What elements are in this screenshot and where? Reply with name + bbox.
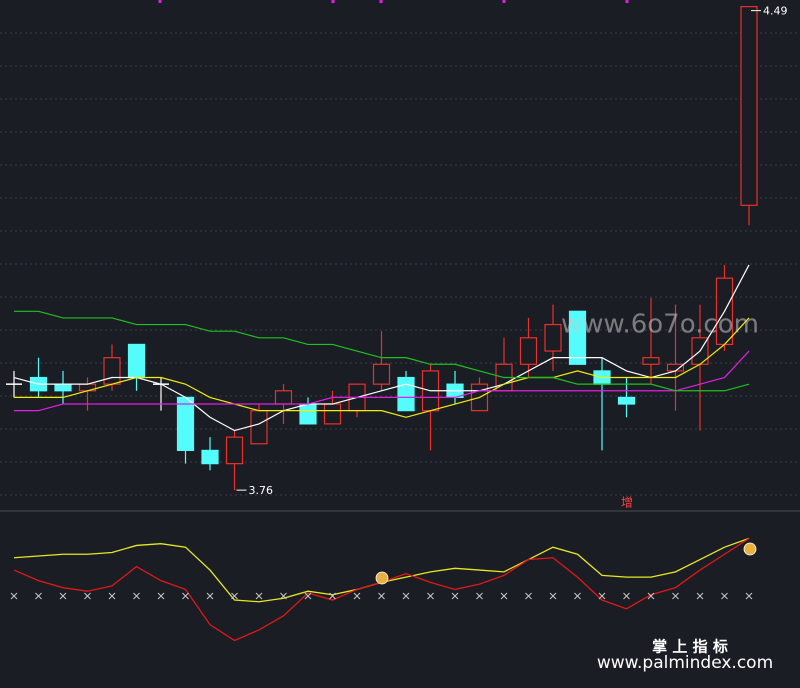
marker-dot	[502, 0, 506, 3]
candle-body	[372, 363, 391, 385]
candle-body	[519, 337, 538, 365]
x-marker	[402, 592, 410, 600]
x-marker	[549, 592, 557, 600]
x-marker	[329, 592, 336, 600]
x-marker	[304, 592, 312, 600]
marker-dot	[625, 0, 629, 3]
x-marker	[35, 592, 42, 600]
money-icon	[743, 542, 757, 556]
x-marker	[10, 592, 18, 600]
min-label: 3.76	[249, 484, 274, 497]
x-marker	[108, 592, 116, 600]
candle-body	[225, 436, 244, 465]
candle-body	[127, 343, 146, 379]
marker-dot	[158, 0, 162, 3]
candle-body	[323, 403, 342, 425]
brand-url: www.palmindex.com	[597, 653, 773, 673]
grid	[0, 32, 800, 496]
money-icon	[375, 571, 389, 585]
candle-body	[397, 376, 415, 412]
x-marker	[84, 592, 91, 600]
watermark: www.6o7o.com	[561, 310, 759, 340]
x-marker	[672, 592, 679, 600]
x-marker	[500, 592, 508, 600]
x-marker	[647, 592, 655, 600]
marker-dot	[331, 0, 335, 3]
candle-body	[544, 323, 562, 352]
candle-body	[176, 396, 195, 451]
x-marker	[721, 592, 728, 600]
x-marker	[427, 592, 434, 600]
candle-body	[617, 396, 636, 405]
x-marker	[525, 592, 532, 600]
candle-body	[274, 390, 293, 405]
max-label: 4.49	[763, 5, 788, 18]
marker-dot	[379, 0, 383, 3]
ma-line	[14, 317, 750, 418]
x-marker	[476, 592, 483, 600]
candle-body	[740, 6, 758, 206]
x-marker	[353, 592, 361, 600]
candle-body	[642, 357, 660, 365]
annotation: 增	[621, 496, 633, 510]
x-marker	[157, 592, 165, 600]
x-marker	[255, 592, 263, 600]
x-marker	[133, 592, 140, 600]
candle-body	[103, 357, 121, 385]
x-marker	[745, 592, 753, 600]
x-marker	[59, 592, 67, 600]
x-marker	[378, 592, 385, 600]
x-marker	[623, 592, 630, 600]
x-marker	[231, 592, 238, 600]
x-marker	[598, 592, 606, 600]
x-marker	[182, 592, 189, 600]
candle-body	[54, 383, 72, 392]
candle-body	[568, 310, 587, 365]
candle-body	[201, 449, 219, 465]
x-marker	[574, 592, 581, 600]
brand-name: 掌 上 指 标	[652, 638, 728, 656]
ma-line	[14, 350, 750, 412]
ma-line	[14, 310, 750, 392]
candle-body	[250, 410, 268, 445]
x-marker	[280, 592, 287, 600]
x-marker	[451, 592, 459, 600]
x-marker	[206, 592, 214, 600]
candle-body	[299, 403, 317, 425]
candle-body	[666, 363, 685, 372]
x-marker	[696, 592, 704, 600]
